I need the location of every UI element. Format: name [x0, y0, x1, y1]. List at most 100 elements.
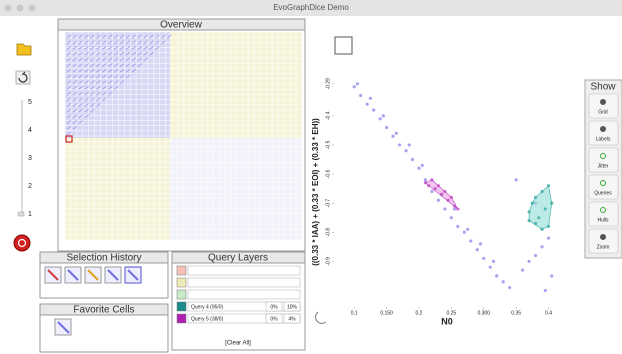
- history-thumb: [107, 269, 119, 281]
- matrix-thumb: [102, 34, 107, 39]
- query-b: 4%: [288, 316, 296, 322]
- point: [381, 114, 385, 118]
- point: [449, 216, 453, 220]
- point: [527, 210, 531, 214]
- matrix-thumb: [102, 86, 107, 90]
- query-color[interactable]: [176, 289, 187, 300]
- slider-label: 5: [28, 99, 32, 106]
- matrix-thumb: [78, 46, 83, 50]
- matrix-thumb: [72, 120, 78, 124]
- point: [501, 280, 505, 284]
- matrix-thumb: [114, 86, 119, 90]
- query-color[interactable]: [176, 265, 187, 276]
- matrix-thumb: [119, 40, 125, 44]
- matrix-thumb: [84, 80, 89, 84]
- query-label: Query 5 (38/0): [191, 316, 224, 322]
- point: [404, 149, 408, 153]
- matrix-thumb: [149, 34, 154, 39]
- point: [365, 102, 369, 106]
- point: [452, 207, 457, 211]
- matrix-thumb: [90, 40, 95, 44]
- query-color[interactable]: [176, 313, 187, 324]
- matrix-thumb: [102, 63, 107, 67]
- matrix-thumb: [66, 131, 72, 136]
- matrix-thumb: [72, 125, 78, 130]
- history-thumb: [67, 269, 79, 281]
- slider-thumb[interactable]: [17, 211, 25, 217]
- point: [446, 198, 450, 202]
- point: [462, 230, 466, 234]
- rotate-icon[interactable]: [315, 311, 327, 324]
- matrix-thumb: [84, 114, 89, 119]
- matrix-thumb: [72, 51, 78, 56]
- point: [478, 242, 483, 246]
- matrix-thumb: [143, 57, 148, 62]
- matrix-thumb: [84, 97, 89, 101]
- matrix-thumb: [119, 46, 125, 50]
- point: [533, 195, 538, 199]
- show-button-label: Hulls: [597, 217, 609, 223]
- matrix-thumb: [66, 40, 72, 44]
- favorite-cells-title: Favorite Cells: [73, 305, 134, 316]
- point: [550, 274, 554, 278]
- show-indicator: [600, 180, 606, 186]
- window-button[interactable]: [16, 4, 24, 12]
- matrix-thumb: [96, 74, 101, 79]
- selected-cell[interactable]: [65, 135, 73, 143]
- matrix-thumb: [72, 103, 78, 107]
- window-button[interactable]: [4, 4, 12, 12]
- query-a: 0%: [270, 316, 278, 322]
- clear-all[interactable]: [Clear All]: [225, 341, 251, 347]
- matrix-thumb: [72, 46, 78, 50]
- y-tick-label: -0.5: [325, 140, 331, 149]
- matrix-thumb: [72, 34, 78, 39]
- query-a-box: [265, 313, 283, 324]
- matrix-thumb: [114, 51, 119, 56]
- query-color[interactable]: [176, 301, 187, 312]
- point: [359, 93, 363, 98]
- show-button[interactable]: [588, 174, 619, 200]
- point: [527, 219, 531, 223]
- matrix-thumb: [114, 57, 119, 62]
- matrix-thumb: [125, 34, 131, 39]
- matrix-thumb: [66, 46, 72, 50]
- matrix-thumb: [102, 68, 107, 73]
- matrix-thumb: [96, 97, 101, 101]
- matrix-thumb: [78, 40, 83, 44]
- matrix-thumb: [137, 34, 142, 39]
- show-button[interactable]: [588, 201, 619, 227]
- x-tick-label: 0.35: [511, 310, 521, 316]
- matrix-thumb: [90, 103, 95, 107]
- show-button[interactable]: [588, 120, 619, 146]
- matrix-thumb: [114, 40, 119, 44]
- matrix-thumb: [119, 57, 125, 62]
- matrix-thumb: [84, 46, 89, 50]
- query-b: 10%: [287, 304, 298, 310]
- query-color[interactable]: [176, 277, 187, 288]
- show-button[interactable]: [588, 228, 619, 254]
- point: [469, 239, 473, 243]
- open-icon[interactable]: [16, 43, 32, 56]
- title-bar: [0, 0, 622, 16]
- power-icon: [17, 238, 27, 248]
- matrix-thumb: [66, 74, 72, 79]
- point: [533, 221, 538, 226]
- window-button[interactable]: [28, 4, 36, 12]
- query-a-box: [265, 301, 283, 312]
- matrix-thumb: [161, 40, 166, 44]
- show-button[interactable]: [588, 147, 619, 173]
- power-button[interactable]: [13, 234, 31, 252]
- matrix-thumb: [102, 46, 107, 50]
- matrix-thumb: [84, 103, 89, 107]
- matrix-thumb: [78, 97, 83, 101]
- point: [543, 207, 547, 211]
- query-field: [187, 289, 301, 300]
- y-tick-label: -0.4: [325, 111, 331, 120]
- matrix-thumb: [96, 34, 101, 39]
- view-box[interactable]: [334, 36, 353, 55]
- show-indicator: [600, 153, 606, 159]
- point: [391, 134, 395, 138]
- show-button[interactable]: [588, 93, 619, 119]
- matrix-thumb: [125, 74, 131, 79]
- point: [423, 181, 428, 185]
